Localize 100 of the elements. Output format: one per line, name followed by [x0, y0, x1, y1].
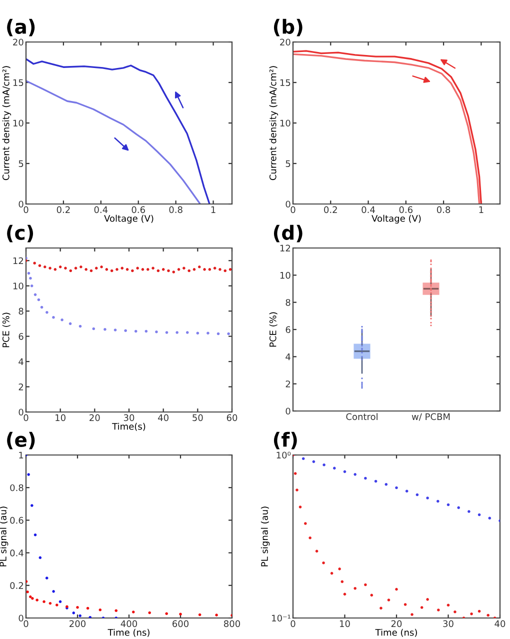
point [340, 580, 344, 584]
point [74, 266, 78, 270]
point [167, 269, 170, 272]
point [405, 490, 408, 493]
point [105, 268, 108, 271]
point [72, 612, 76, 614]
y-tick-label: 6 [18, 333, 24, 340]
point [206, 332, 210, 335]
y-tick-label: 15 [13, 79, 24, 86]
point [136, 266, 139, 270]
point [114, 328, 117, 332]
point [384, 483, 388, 486]
point [84, 268, 88, 271]
x-tick-label: 200 [70, 620, 86, 628]
line-series [26, 58, 210, 204]
point [52, 316, 55, 319]
x-tick-label: 0.8 [436, 206, 450, 214]
point [162, 268, 165, 271]
y-tick-label: 10 [280, 272, 290, 279]
point [215, 614, 218, 616]
point [208, 268, 212, 271]
x-tick-label: 10 [56, 414, 66, 422]
point [54, 268, 57, 271]
chart-title: (a) [7, 18, 35, 36]
point [60, 318, 64, 322]
x-axis-title: Voltage (V) [104, 214, 154, 224]
y-tick-label: 0 [18, 614, 24, 622]
x-tick-label: 50 [192, 414, 203, 422]
point [38, 264, 42, 268]
point [165, 331, 168, 334]
y-tick-label: 2 [18, 384, 24, 390]
y-axis-title: PCE (%) [269, 312, 278, 347]
point [38, 556, 42, 560]
x-tick-label: 60 [226, 414, 238, 422]
point [36, 598, 38, 602]
chart-title: (f) [274, 432, 297, 450]
point [420, 606, 424, 609]
point [114, 609, 118, 612]
point [186, 331, 189, 334]
point [100, 266, 103, 268]
y-tick-label: 6 [286, 326, 290, 334]
point [104, 328, 106, 331]
point [416, 493, 419, 496]
x-tick-label: 800 [224, 620, 240, 628]
point [188, 269, 190, 272]
point [148, 611, 151, 614]
point [124, 329, 127, 332]
point [192, 268, 196, 271]
point [426, 496, 429, 500]
x-tick-label: 0 [290, 206, 296, 214]
x-tick-label: 0.8 [169, 206, 182, 214]
point [28, 595, 32, 598]
point [294, 472, 297, 475]
x-tick-label: 0 [24, 620, 28, 628]
point [52, 590, 55, 593]
point [177, 268, 180, 271]
x-tick-label: 40 [494, 620, 506, 628]
point [42, 600, 46, 604]
point [46, 310, 48, 314]
chart-title: (e) [7, 432, 35, 450]
y-tick-label: 12 [280, 244, 290, 252]
point [302, 457, 305, 460]
x-tick-label: 0.2 [56, 206, 70, 214]
point [68, 322, 72, 326]
point [296, 488, 298, 492]
x-tick-label: 30 [124, 414, 134, 422]
x-tick-label: 0 [290, 620, 296, 628]
point [486, 614, 490, 617]
x-tick-label: 0.6 [399, 206, 413, 214]
point [203, 268, 206, 271]
point [322, 463, 326, 466]
x-tick-label: 40 [158, 414, 168, 422]
point [37, 298, 40, 302]
y-tick-label: 20 [280, 38, 290, 46]
x-tick-label: 0.4 [94, 206, 108, 214]
point [374, 480, 378, 483]
point [315, 550, 318, 553]
x-axis-title: Voltage (V) [372, 214, 421, 224]
y-tick-label: 10 [13, 120, 24, 127]
point [78, 614, 82, 618]
y-tick-label: 10⁻¹ [272, 614, 290, 622]
point [58, 600, 62, 604]
y-tick-label: 4 [18, 358, 24, 365]
y-tick-label: 0.2 [10, 582, 24, 589]
y-tick-label: 8 [286, 299, 290, 306]
point [165, 612, 168, 615]
point [141, 268, 144, 271]
point [146, 268, 150, 271]
y-tick-label: 0.6 [10, 516, 24, 524]
point [410, 613, 414, 616]
point [298, 506, 302, 508]
line-series [26, 80, 201, 204]
x-tick-label: 1 [479, 206, 484, 213]
x-tick-label: 0 [24, 206, 28, 214]
point [446, 604, 450, 606]
point [48, 602, 52, 605]
y-tick-label: 10 [280, 120, 290, 127]
point [343, 470, 346, 474]
point [29, 276, 32, 280]
y-tick-label: 5 [18, 160, 24, 168]
